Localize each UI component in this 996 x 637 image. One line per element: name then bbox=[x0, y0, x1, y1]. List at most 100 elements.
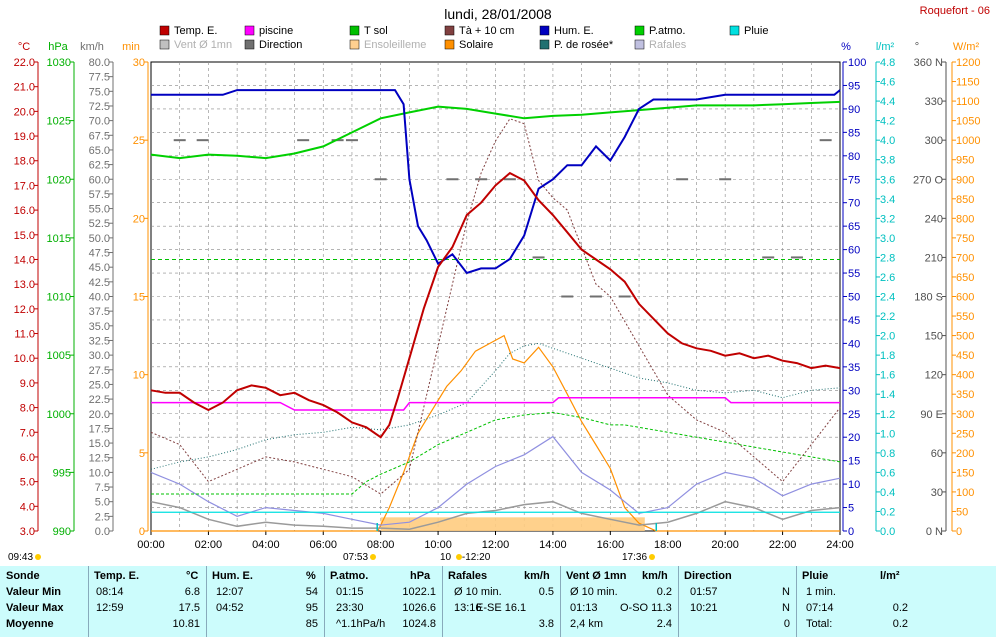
table-cell-patm-v: 1024.8 bbox=[402, 618, 436, 630]
solar-axis-tick-label: 400 bbox=[956, 370, 974, 382]
kmh-axis-tick-label: 40.0 bbox=[89, 292, 110, 304]
table-header-row: Sonde Temp. E. °C Hum. E. % P.atmo. hPa … bbox=[0, 570, 996, 586]
sunset-marker: 17:36 bbox=[622, 552, 656, 563]
rain-axis-tick-label: 0.2 bbox=[880, 506, 895, 518]
legend-label: P. de rosée* bbox=[554, 39, 614, 51]
legend-label: Solaire bbox=[459, 39, 493, 51]
kmh-axis-tick-label: 67.5 bbox=[89, 130, 110, 142]
chart-title: lundi, 28/01/2008 bbox=[444, 6, 552, 22]
kmh-axis-tick-label: 15.0 bbox=[89, 438, 110, 450]
solar-axis-tick-label: 350 bbox=[956, 389, 974, 401]
rain-axis-tick-label: 2.8 bbox=[880, 252, 895, 264]
x-tick-label: 00:00 bbox=[137, 539, 165, 551]
rain-axis-tick-label: 4.4 bbox=[880, 96, 895, 108]
pressure-line bbox=[150, 100, 841, 160]
rain-axis-tick-label: 0.0 bbox=[880, 526, 895, 538]
rain-axis-tick-label: 2.2 bbox=[880, 311, 895, 323]
temp-axis-tick-label: 15.0 bbox=[14, 230, 35, 242]
min-axis-unit: min bbox=[122, 41, 140, 53]
solar-noon-marker: 10 -12:20 bbox=[440, 552, 491, 563]
table-cell-patm-t: 01:15 bbox=[336, 586, 364, 598]
dir-axis-tick-label: 150 bbox=[925, 331, 943, 343]
rain-axis-tick-label: 4.0 bbox=[880, 135, 895, 147]
solar-axis-tick-label: 450 bbox=[956, 350, 974, 362]
legend-swatch bbox=[729, 25, 740, 36]
legend-swatch bbox=[244, 39, 255, 50]
solar-axis-tick-label: 250 bbox=[956, 428, 974, 440]
table-cell-vent-v: 0.2 bbox=[656, 586, 672, 598]
legend-swatch bbox=[349, 25, 360, 36]
hum-axis-tick-label: 70 bbox=[848, 198, 860, 210]
header-vent: Vent Ø 1mn bbox=[566, 570, 627, 582]
kmh-axis-tick-label: 62.5 bbox=[89, 160, 110, 172]
temp-axis-tick-label: 21.0 bbox=[14, 82, 35, 94]
table-cell-label: Moyenne bbox=[6, 618, 54, 630]
pressure-axis-tick-label: 1020 bbox=[47, 174, 71, 186]
solar-axis-tick-label: 800 bbox=[956, 213, 974, 225]
solar-axis-tick-label: 500 bbox=[956, 331, 974, 343]
temp-axis-tick-label: 22.0 bbox=[14, 57, 35, 69]
rain-axis-tick-label: 0.6 bbox=[880, 467, 895, 479]
header-rafales: Rafales bbox=[448, 570, 488, 582]
solar-axis-tick-label: 200 bbox=[956, 448, 974, 460]
table-cell-pluie-a: 1 min. bbox=[806, 586, 836, 598]
legend-label: T sol bbox=[364, 25, 388, 37]
x-tick-label: 24:00 bbox=[826, 539, 854, 551]
kmh-axis-tick-label: 57.5 bbox=[89, 189, 110, 201]
x-tick-label: 22:00 bbox=[769, 539, 797, 551]
solar-axis-tick-label: 150 bbox=[956, 467, 974, 479]
table-cell-temp-v: 6.8 bbox=[184, 586, 200, 598]
kmh-axis-tick-label: 10.0 bbox=[89, 467, 110, 479]
header-temp-unit: °C bbox=[186, 570, 199, 582]
station-name: Roquefort - 06 bbox=[919, 5, 990, 17]
temp-axis-tick-label: 19.0 bbox=[14, 131, 35, 143]
solar-axis-tick-label: 1050 bbox=[956, 116, 980, 128]
dir-axis-unit: ° bbox=[915, 41, 919, 53]
dir-axis-tick-label: 180 S bbox=[914, 292, 943, 304]
rain-axis-tick-label: 4.6 bbox=[880, 77, 895, 89]
solar-axis-tick-label: 1000 bbox=[956, 135, 980, 147]
header-pluie-unit: l/m² bbox=[880, 570, 900, 582]
wind-line bbox=[150, 500, 841, 530]
hum-axis-tick-label: 100 bbox=[848, 57, 866, 69]
pressure-axis-tick-label: 1010 bbox=[47, 292, 71, 304]
x-tick-label: 20:00 bbox=[711, 539, 739, 551]
legend-swatch bbox=[539, 39, 550, 50]
temp-axis-tick-label: 5.0 bbox=[20, 477, 35, 489]
dir-axis-tick-label: 60 bbox=[931, 448, 943, 460]
table-cell-hum-v: 95 bbox=[305, 602, 318, 614]
table-cell-dir-v: N bbox=[782, 586, 790, 598]
table-cell-patm-t: ^1.1hPa/h bbox=[336, 618, 386, 630]
dir-axis-tick-label: 300 bbox=[925, 135, 943, 147]
min-axis-tick-label: 0 bbox=[139, 526, 145, 538]
solar-axis-tick-label: 0 bbox=[956, 526, 962, 538]
day-start-marker: 09:43 bbox=[8, 552, 42, 563]
table-cell-hum-t: 04:52 bbox=[216, 602, 244, 614]
hum-axis-tick-label: 65 bbox=[848, 221, 860, 233]
hum-axis-tick-label: 25 bbox=[848, 409, 860, 421]
legend-swatch bbox=[159, 25, 170, 36]
kmh-axis-tick-label: 77.5 bbox=[89, 72, 110, 84]
rain-axis-tick-label: 1.4 bbox=[880, 389, 895, 401]
legend-swatch bbox=[539, 25, 550, 36]
temp-axis-tick-label: 14.0 bbox=[14, 254, 35, 266]
legend-swatch bbox=[349, 39, 360, 50]
hum-axis-tick-label: 60 bbox=[848, 245, 860, 257]
table-row: Valeur Min 08:14 6.8 12:07 54 01:15 1022.1 Ø 10… bbox=[0, 586, 996, 602]
rain-axis-tick-label: 1.6 bbox=[880, 370, 895, 382]
hum-axis-tick-label: 75 bbox=[848, 174, 860, 186]
dir-axis-tick-label: 360 N bbox=[914, 57, 943, 69]
kmh-axis-tick-label: 7.5 bbox=[95, 482, 110, 494]
dir-axis-tick-label: 120 bbox=[925, 370, 943, 382]
rain-axis-tick-label: 1.2 bbox=[880, 409, 895, 421]
min-axis-tick-label: 10 bbox=[133, 370, 145, 382]
min-axis-tick-label: 20 bbox=[133, 213, 145, 225]
kmh-axis-tick-label: 12.5 bbox=[89, 453, 110, 465]
table-cell-vent-b: O-SO 11.3 bbox=[620, 602, 672, 614]
kmh-axis-tick-label: 0.0 bbox=[95, 526, 110, 538]
min-axis-tick-label: 5 bbox=[139, 448, 145, 460]
x-tick-label: 08:00 bbox=[367, 539, 395, 551]
dir-axis-tick-label: 90 E bbox=[920, 409, 943, 421]
rain-axis-tick-label: 3.4 bbox=[880, 194, 895, 206]
hum-axis-tick-label: 15 bbox=[848, 456, 860, 468]
